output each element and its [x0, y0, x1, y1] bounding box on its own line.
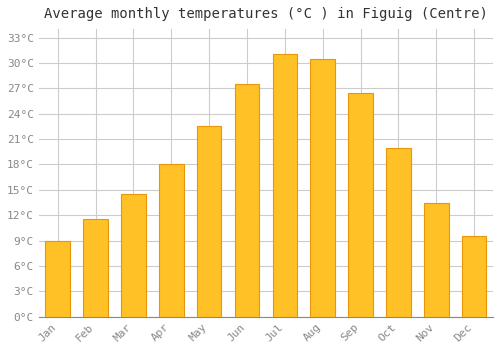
- Bar: [424, 203, 448, 317]
- Bar: [348, 92, 373, 317]
- Bar: [386, 148, 410, 317]
- Bar: [46, 241, 70, 317]
- Bar: [197, 126, 222, 317]
- Bar: [462, 236, 486, 317]
- Bar: [121, 194, 146, 317]
- Bar: [272, 55, 297, 317]
- Title: Average monthly temperatures (°C ) in Figuig (Centre): Average monthly temperatures (°C ) in Fi…: [44, 7, 488, 21]
- Bar: [159, 164, 184, 317]
- Bar: [234, 84, 260, 317]
- Bar: [310, 59, 335, 317]
- Bar: [84, 219, 108, 317]
